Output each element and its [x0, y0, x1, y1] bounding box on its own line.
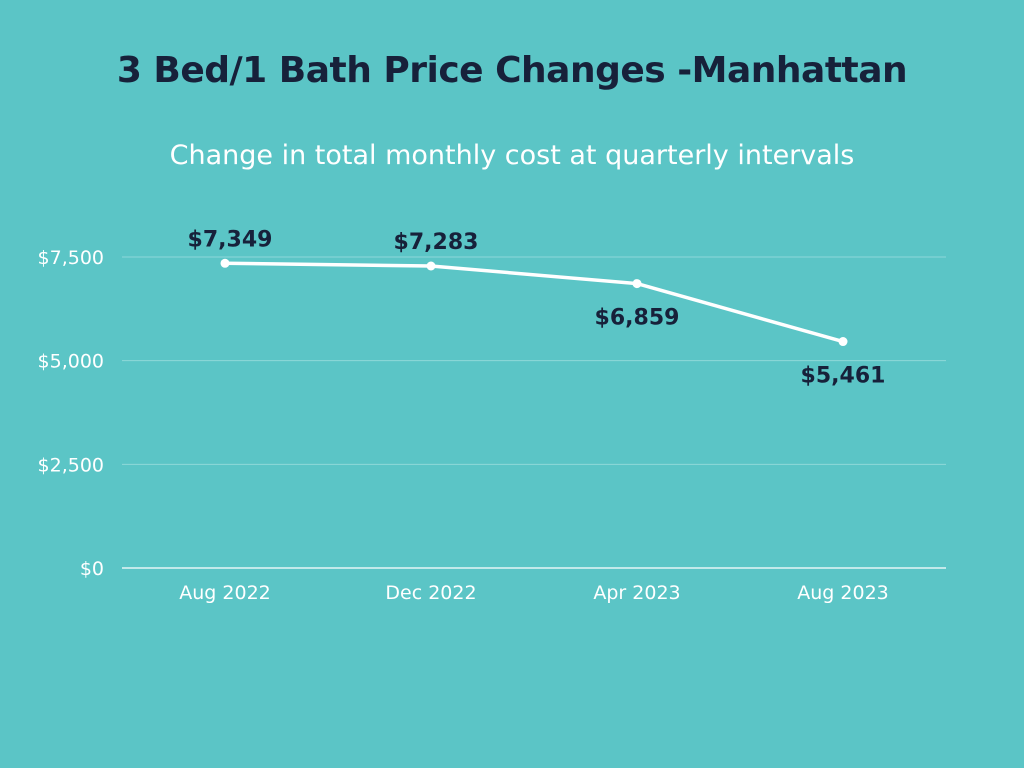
- x-tick-label: Dec 2022: [385, 582, 476, 604]
- y-tick-label: $7,500: [38, 247, 104, 269]
- series-total-monthly-cost: [220, 258, 848, 347]
- x-tick-label: Apr 2023: [593, 582, 680, 604]
- y-tick-label: $2,500: [38, 454, 104, 476]
- data-point: [632, 279, 642, 289]
- data-point: [838, 337, 848, 347]
- x-tick-label: Aug 2022: [179, 582, 271, 604]
- y-tick-label: $0: [80, 558, 104, 580]
- data-point: [426, 261, 436, 271]
- data-labels: $7,349 $7,283 $6,859 $5,461: [188, 227, 886, 388]
- x-axis: Aug 2022 Dec 2022 Apr 2023 Aug 2023: [179, 582, 889, 604]
- data-point: [220, 258, 230, 268]
- y-tick-label: $5,000: [38, 351, 104, 373]
- y-axis: $0 $2,500 $5,000 $7,500: [38, 247, 104, 580]
- data-label: $5,461: [801, 364, 886, 389]
- chart-subtitle: Change in total monthly cost at quarterl…: [169, 140, 855, 171]
- chart-title: 3 Bed/1 Bath Price Changes -Manhattan: [116, 50, 908, 91]
- data-label: $6,859: [595, 306, 680, 331]
- data-label: $7,283: [394, 230, 479, 255]
- series-line: [223, 261, 845, 344]
- gridlines: [122, 256, 946, 569]
- data-label: $7,349: [188, 227, 273, 252]
- x-tick-label: Aug 2023: [797, 582, 889, 604]
